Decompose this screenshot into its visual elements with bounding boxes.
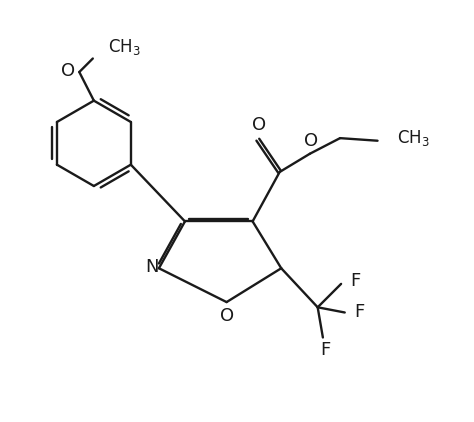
Text: CH$_3$: CH$_3$ [109, 37, 141, 57]
Text: F: F [320, 341, 330, 360]
Text: O: O [61, 62, 75, 80]
Text: F: F [350, 272, 361, 290]
Text: O: O [252, 116, 266, 134]
Text: N: N [146, 258, 159, 276]
Text: CH$_3$: CH$_3$ [397, 128, 430, 148]
Text: F: F [354, 303, 365, 322]
Text: O: O [220, 307, 234, 325]
Text: O: O [304, 132, 318, 150]
